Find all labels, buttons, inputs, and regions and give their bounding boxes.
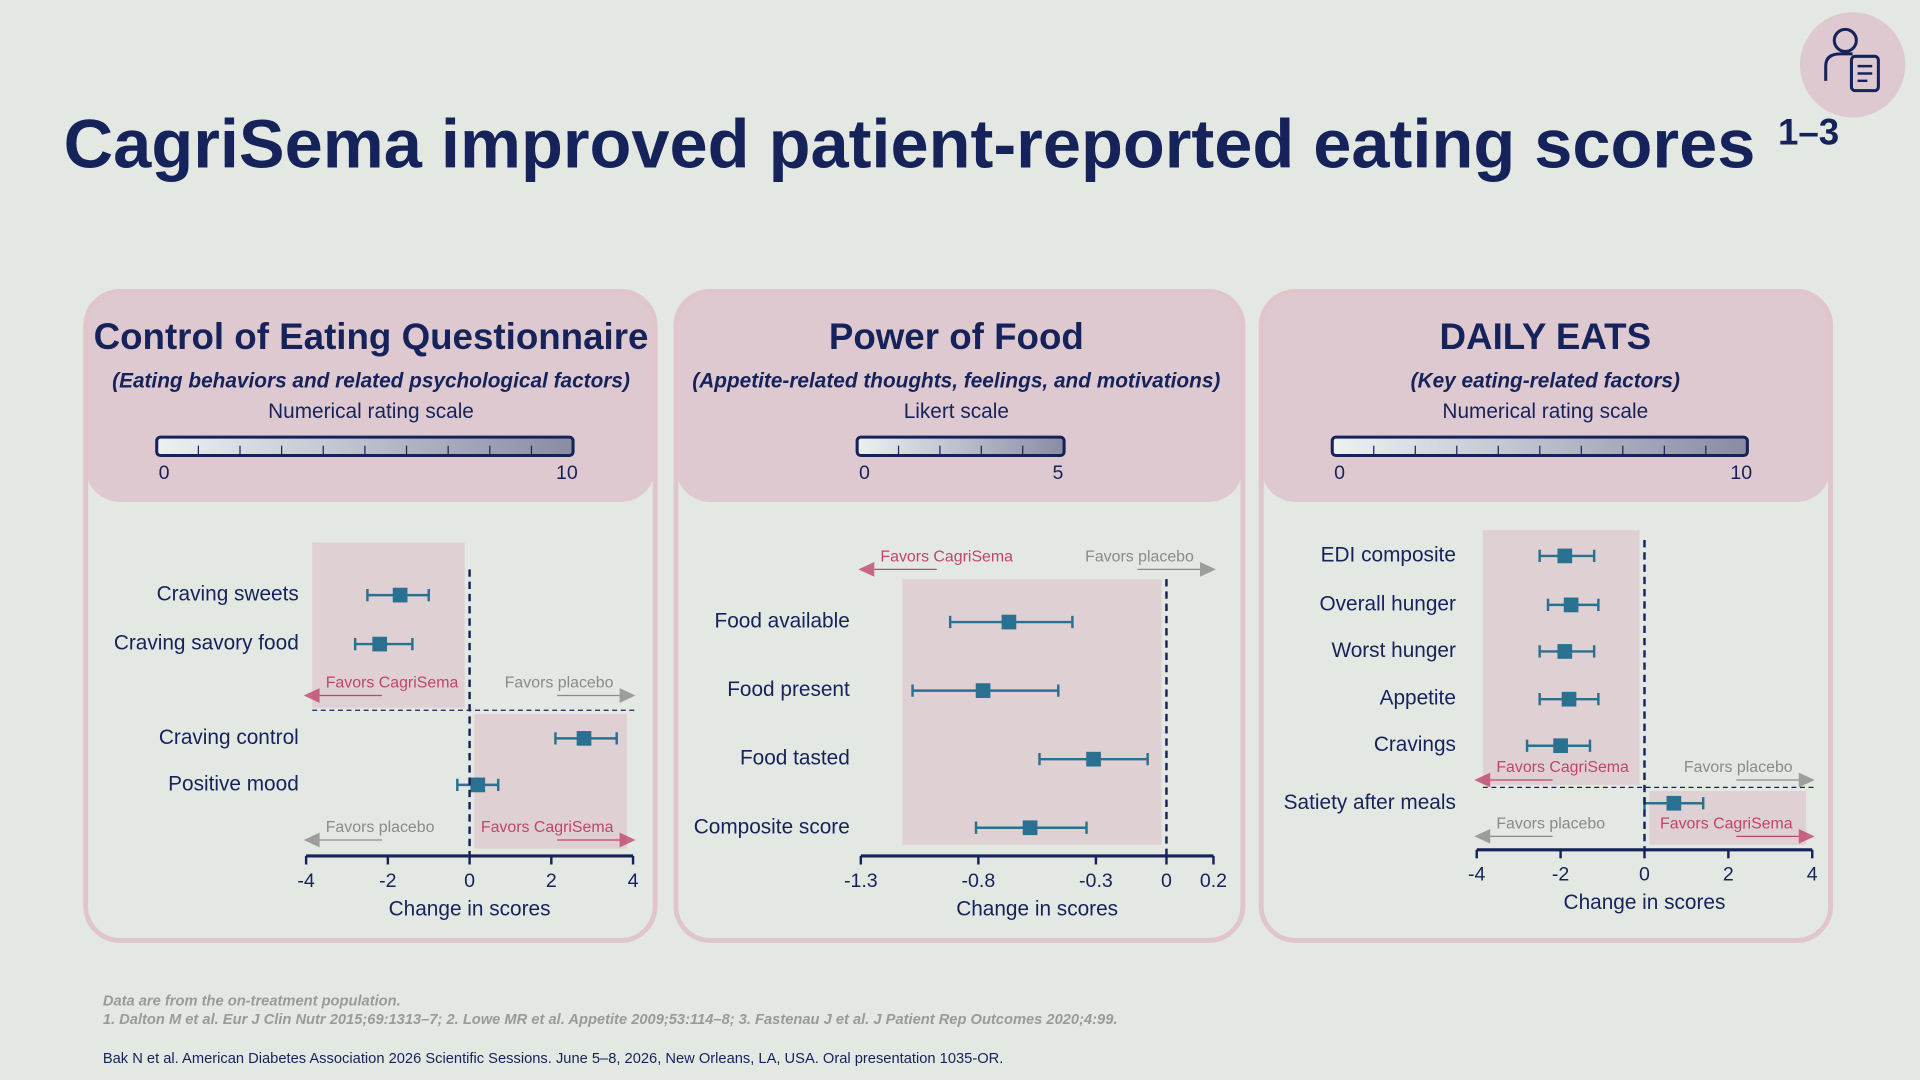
row-label: Food available [715,610,850,633]
row-label: Craving savory food [114,632,299,655]
favor-arrow [1474,772,1491,788]
row-label: Craving control [159,726,299,749]
point-estimate [392,587,408,603]
favor-arrow [1474,828,1491,844]
point-estimate [1001,614,1017,630]
panel-title: Control of Eating Questionnaire [94,316,649,357]
x-tick-label: -4 [297,870,315,892]
point-estimate [1553,738,1568,754]
row-label: Craving sweets [157,583,299,606]
scale-label: Numerical rating scale [1442,400,1648,423]
row-label: Cravings [1374,733,1456,756]
row-label: Positive mood [168,772,299,795]
favor-arrow [1798,828,1815,844]
x-tick-label: 2 [546,870,557,892]
panel-subtitle: (Appetite-related thoughts, feelings, an… [692,370,1220,393]
point-estimate [1557,644,1573,659]
favor-label: Favors placebo [1496,815,1605,832]
x-tick-label: -2 [1552,864,1569,886]
favor-arrow [303,832,320,848]
scale-bar [855,435,1066,458]
x-tick-label: -0.8 [961,870,995,892]
point-estimate [1666,795,1682,811]
point-estimate [372,636,388,652]
scale-max: 10 [556,462,578,484]
favor-label: Favors CagriSema [880,548,1013,565]
x-tick-label: 4 [1807,864,1818,886]
x-tick-label: 0 [464,870,475,892]
x-axis-label: Change in scores [956,897,1118,920]
panel-subtitle: (Key eating-related factors) [1411,370,1680,393]
favor-arrow [619,688,636,703]
scale-max: 10 [1730,462,1752,484]
favor-label: Favors CagriSema [326,674,459,691]
favor-region [902,579,1162,845]
icon [1800,12,1906,118]
row-label: EDI composite [1321,543,1456,566]
row-label: Worst hunger [1331,639,1456,662]
scale-min: 0 [1334,462,1345,484]
favor-label: Favors placebo [326,819,435,836]
point-estimate [576,731,592,746]
row-label: Composite score [694,815,850,838]
x-axis-label: Change in scores [1564,891,1726,914]
point-estimate [1557,548,1573,564]
panel-title: DAILY EATS [1440,316,1652,357]
point-estimate [1086,751,1101,767]
favor-label: Favors placebo [505,674,614,691]
favor-region [312,542,465,708]
point-estimate [1022,820,1038,836]
panel-frame [673,288,1246,943]
panel-frame [83,288,658,943]
scale-label: Numerical rating scale [268,400,474,423]
panel-subtitle: (Eating behaviors and related psychologi… [112,370,630,393]
row-label: Overall hunger [1319,592,1455,615]
favor-label: Favors placebo [1684,759,1793,776]
scale-max: 5 [1053,462,1064,484]
favor-arrow [1200,562,1216,577]
panel-frame [1258,288,1834,943]
x-tick-label: -4 [1468,864,1486,886]
favor-label: Favors CagriSema [1496,759,1629,776]
point-estimate [470,777,486,793]
point-estimate [975,683,991,698]
x-tick-label: -0.3 [1079,870,1113,892]
point-estimate [1561,691,1577,707]
favor-arrow [619,832,636,848]
row-label: Food present [727,678,850,701]
x-tick-label: 0 [1639,864,1650,886]
x-axis-label: Change in scores [389,897,551,920]
x-tick-label: 0 [1161,870,1172,892]
favor-label: Favors CagriSema [481,819,614,836]
favor-label: Favors placebo [1085,548,1194,565]
favor-arrow [303,688,320,703]
title-superscript: 1–3 [1778,111,1839,152]
favor-region [474,713,627,849]
footnote: Data are from the on-treatment populatio… [103,994,401,1010]
x-tick-label: -1.3 [844,870,878,892]
footnote: 1. Dalton M et al. Eur J Clin Nutr 2015;… [103,1012,1118,1028]
scale-min: 0 [859,462,870,484]
x-tick-label: 0.2 [1200,870,1227,892]
favor-arrow [858,562,875,577]
point-estimate [1563,597,1579,613]
favor-label: Favors CagriSema [1660,815,1793,832]
slide-title: CagriSema improved patient-reported eati… [64,105,1756,182]
scale-label: Likert scale [904,400,1009,423]
x-tick-label: -2 [379,870,396,892]
panel-header-bg [675,291,1243,503]
x-tick-label: 2 [1723,864,1734,886]
scale-min: 0 [159,462,170,484]
row-label: Food tasted [740,747,850,770]
x-tick-label: 4 [628,870,639,892]
favor-arrow [1798,772,1815,788]
row-label: Appetite [1380,687,1456,710]
citation: Bak N et al. American Diabetes Associati… [103,1051,1004,1067]
panel-title: Power of Food [829,316,1084,357]
row-label: Satiety after meals [1284,791,1456,814]
